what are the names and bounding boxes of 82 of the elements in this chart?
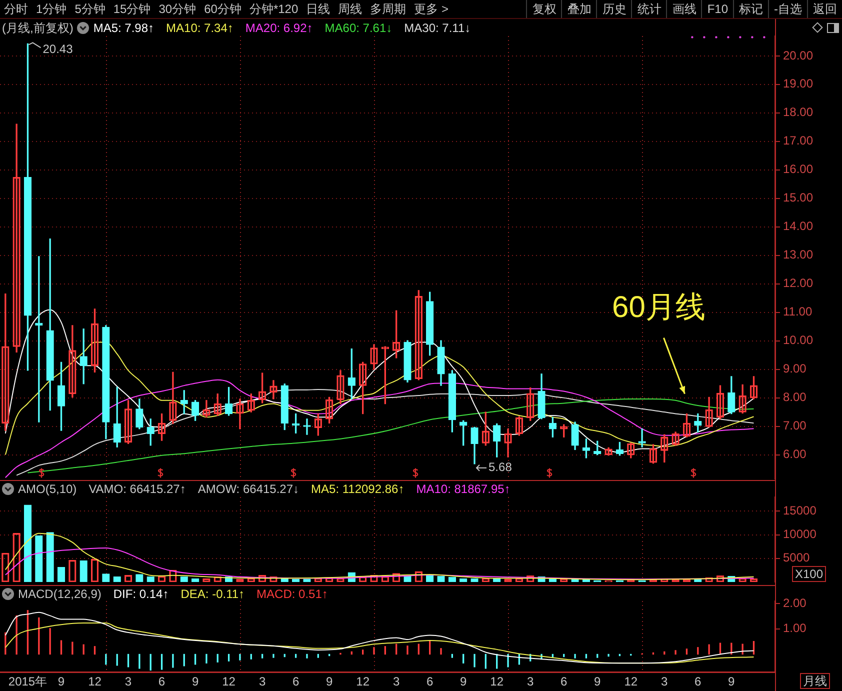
text: 多周期 xyxy=(369,1,408,18)
x-tick-label: 3 xyxy=(258,674,266,689)
annotation: 5.68 xyxy=(488,460,512,474)
y-tick-label: 14.00 xyxy=(783,219,814,234)
y-tick-label: 15000 xyxy=(783,503,817,518)
y-tick-label: 15.00 xyxy=(783,190,814,205)
text: MA20: 6.92↑ xyxy=(245,21,313,35)
x-tick-label: 9 xyxy=(58,674,65,689)
y-tick-label: 12.00 xyxy=(783,276,814,290)
y-tick-label: 16.00 xyxy=(783,162,814,176)
text: 画线 xyxy=(666,0,702,18)
x-tick-label: 12 xyxy=(88,674,102,689)
text: DEA: -0.11↑ xyxy=(180,587,245,601)
y-axis-title: X100 xyxy=(792,566,826,582)
y-tick-label: 10.00 xyxy=(783,333,814,348)
y-tick-label: 2.00 xyxy=(783,596,807,610)
text: MA5: 7.98↑ xyxy=(93,21,154,35)
y-tick-label: 11.00 xyxy=(783,304,812,319)
text: 更多 > xyxy=(413,1,450,18)
text: F10 xyxy=(701,0,733,18)
y-tick-label: 19.00 xyxy=(783,76,814,91)
text: 60分钟 xyxy=(203,1,242,18)
x-tick-label: 6 xyxy=(694,674,702,689)
x-tick-label: 9 xyxy=(728,674,736,689)
x-tick-label: 12 xyxy=(222,674,236,689)
text: 统计 xyxy=(631,0,666,18)
text: -自选 xyxy=(768,0,807,18)
chart-title: AMO(5,10) xyxy=(18,482,77,496)
y-tick-label: 10000 xyxy=(783,527,817,542)
text: 1分钟 xyxy=(35,1,68,18)
y-tick-label: 6.00 xyxy=(783,447,807,462)
y-tick-label: 9.00 xyxy=(783,362,807,376)
x-tick-label: 3 xyxy=(392,674,400,689)
chart-title: MACD(12,26,9) xyxy=(18,587,102,601)
text: MA30: 7.11↓ xyxy=(404,21,471,35)
x-tick-label: 6 xyxy=(292,674,300,689)
text: 分时 xyxy=(3,1,29,18)
y-tick-label: 7.00 xyxy=(783,418,807,433)
chart-title: (月线,前复权) xyxy=(2,21,74,35)
text: 30分钟 xyxy=(158,1,198,18)
text: 5分钟 xyxy=(74,1,106,18)
text: 标记 xyxy=(733,0,768,18)
y-tick-label: 5000 xyxy=(783,550,810,565)
text: MA10: 7.34↑ xyxy=(166,21,234,35)
y-tick-label: 17.00 xyxy=(783,134,814,148)
y-tick-label: 1.00 xyxy=(783,621,807,636)
text: 日线 xyxy=(305,1,332,18)
x-tick-label: 9 xyxy=(594,674,602,689)
x-tick-label: 9 xyxy=(326,674,333,689)
text: 历史 xyxy=(596,0,632,18)
x-tick-label: 2015年 xyxy=(8,674,48,689)
x-tick-label: 6 xyxy=(426,674,434,689)
x-tick-label: 3 xyxy=(124,674,132,689)
y-tick-label: 8.00 xyxy=(783,390,807,404)
x-tick-label: 9 xyxy=(460,674,467,689)
text: 分钟*120 xyxy=(248,1,300,18)
y-tick-label: 18.00 xyxy=(783,105,814,120)
text: VAMO: 66415.27↑ xyxy=(88,482,186,496)
text: DIF: 0.14↑ xyxy=(113,587,169,601)
x-tick-label: 6 xyxy=(158,674,166,689)
x-tick-label: 12 xyxy=(490,674,504,689)
annotation: 20.43 xyxy=(42,42,74,56)
x-tick-label: 9 xyxy=(192,674,199,689)
text: 周线 xyxy=(337,1,364,18)
text: 15分钟 xyxy=(112,1,152,18)
x-axis-title: 月线 xyxy=(800,673,830,689)
y-tick-label: 20.00 xyxy=(783,48,814,62)
x-tick-label: 6 xyxy=(560,674,568,689)
y-tick-label: 13.00 xyxy=(783,248,814,262)
text: 叠加 xyxy=(561,0,596,18)
text: MA60: 7.61↓ xyxy=(324,21,392,35)
x-tick-label: 12 xyxy=(624,674,638,689)
text: MA5: 112092.86↑ xyxy=(311,482,404,496)
text: 复权 xyxy=(526,0,562,18)
x-tick-label: 12 xyxy=(356,674,370,689)
annotation: 60月线 xyxy=(612,291,706,324)
x-tick-label: 3 xyxy=(527,674,534,689)
text: 返回 xyxy=(807,0,842,18)
x-tick-label: 3 xyxy=(661,674,668,689)
text: MACD: 0.51↑ xyxy=(256,587,328,601)
text: MA10: 81867.95↑ xyxy=(416,482,510,496)
text: AMOW: 66415.27↓ xyxy=(198,482,300,496)
